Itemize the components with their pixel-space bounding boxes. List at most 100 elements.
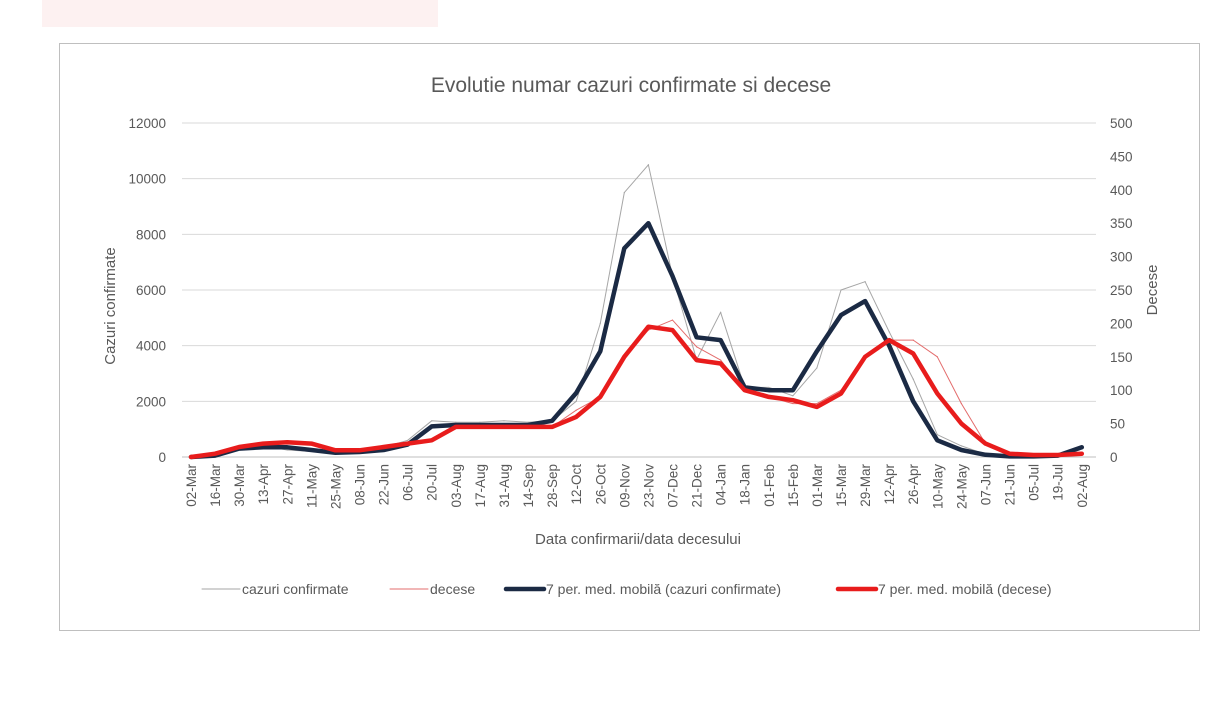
x-tick-label: 14-Sep: [521, 464, 536, 508]
y-tick-label: 12000: [128, 116, 166, 131]
data-point: [888, 331, 890, 333]
y-tick-label: 8000: [136, 227, 166, 242]
series-line: [190, 164, 1083, 458]
legend-item: 7 per. med. mobilă (cazuri confirmate): [503, 581, 781, 597]
y-tick-label: 0: [158, 450, 166, 465]
data-point: [936, 356, 938, 358]
legend-label: cazuri confirmate: [242, 581, 349, 597]
series-line: [188, 324, 1085, 460]
data-point: [839, 391, 843, 396]
data-point: [960, 445, 962, 447]
data-point: [911, 399, 915, 403]
data-point: [646, 221, 651, 225]
x-tick-label: 17-Aug: [473, 464, 488, 508]
y2-tick-label: 400: [1110, 183, 1133, 198]
data-point: [646, 325, 651, 329]
data-point: [598, 395, 602, 399]
data-point: [309, 448, 313, 452]
chart-canvas: Evolutie numar cazuri confirmate si dece…: [102, 74, 1161, 597]
data-point: [285, 445, 289, 449]
data-point: [720, 311, 722, 313]
x-tick-label: 05-Jul: [1027, 464, 1042, 501]
data-point: [623, 191, 625, 194]
x-tick-label: 11-May: [304, 464, 319, 508]
data-point: [863, 299, 867, 303]
x-tick-label: 16-Mar: [208, 464, 223, 507]
legend-item: cazuri confirmate: [201, 581, 349, 597]
data-point: [285, 440, 289, 444]
data-point: [743, 388, 747, 392]
data-point: [864, 281, 866, 283]
data-point: [768, 386, 770, 389]
x-tick-label: 30-Mar: [232, 464, 247, 507]
data-point: [189, 455, 193, 459]
y2-tick-label: 150: [1110, 350, 1133, 365]
x-tick-label: 08-Jun: [353, 464, 368, 505]
data-point: [261, 445, 265, 449]
series-lines: [188, 164, 1085, 460]
data-point: [527, 421, 529, 423]
y2-tick-label: 500: [1110, 116, 1133, 131]
data-point: [598, 349, 602, 353]
gridlines: [182, 122, 1096, 458]
data-point: [670, 274, 675, 278]
data-point: [550, 419, 554, 423]
data-point: [767, 395, 771, 399]
data-point: [839, 313, 843, 317]
x-tick-label: 10-May: [930, 464, 945, 509]
x-tick-label: 18-Jan: [738, 464, 753, 505]
series-4: [188, 324, 1085, 460]
data-point: [1032, 453, 1036, 457]
y2-axis-label: Decese: [1144, 265, 1161, 316]
data-point: [670, 328, 675, 332]
data-point: [719, 361, 723, 366]
y-tick-label: 2000: [136, 394, 166, 409]
right-axis-ticks: 0 50 100 150 200 250 300 350 400 450 500: [1110, 116, 1133, 465]
data-point: [503, 420, 505, 422]
data-point: [502, 425, 506, 429]
x-tick-label: 02-Aug: [1075, 464, 1090, 508]
chart-title: Evolutie numar cazuri confirmate si dece…: [431, 74, 831, 97]
data-point: [406, 442, 410, 446]
data-point: [430, 438, 434, 442]
data-point: [550, 425, 554, 429]
y2-tick-label: 450: [1110, 149, 1133, 164]
legend-item: decese: [389, 581, 475, 597]
data-point: [912, 378, 914, 380]
x-tick-label: 29-Mar: [858, 464, 873, 507]
data-point: [1080, 452, 1084, 456]
x-tick-label: 21-Jun: [1003, 464, 1018, 505]
data-point: [912, 339, 914, 341]
data-point: [936, 434, 938, 436]
data-point: [647, 164, 650, 166]
y2-tick-label: 50: [1110, 417, 1125, 432]
y-tick-label: 4000: [136, 339, 166, 354]
y2-tick-label: 300: [1110, 250, 1133, 265]
y-axis-label: Cazuri confirmate: [102, 247, 119, 365]
x-tick-label: 22-Jun: [377, 464, 392, 505]
left-axis-ticks: 0 2000 4000 6000 8000 10000 12000: [128, 116, 166, 465]
data-point: [574, 391, 578, 395]
x-tick-label: 21-Dec: [690, 464, 705, 508]
x-tick-label: 28-Sep: [545, 464, 560, 508]
y-tick-label: 10000: [128, 172, 166, 187]
data-point: [815, 405, 819, 409]
data-point: [599, 322, 601, 324]
y2-tick-label: 350: [1110, 216, 1133, 231]
data-point: [526, 425, 530, 429]
y2-tick-label: 200: [1110, 316, 1133, 331]
legend-label: decese: [430, 581, 475, 597]
data-point: [959, 422, 963, 426]
data-point: [816, 402, 818, 405]
x-tick-label: 27-Apr: [280, 464, 295, 505]
y2-tick-label: 0: [1110, 450, 1118, 465]
data-point: [816, 367, 818, 369]
data-point: [792, 402, 794, 405]
x-axis-label: Data confirmarii/data decesului: [535, 531, 741, 548]
data-point: [309, 442, 313, 446]
x-tick-label: 01-Mar: [810, 464, 825, 507]
data-point: [407, 439, 409, 441]
x-tick-label: 04-Jan: [714, 464, 729, 505]
x-tick-label: 02-Mar: [184, 464, 199, 507]
data-point: [575, 409, 577, 411]
